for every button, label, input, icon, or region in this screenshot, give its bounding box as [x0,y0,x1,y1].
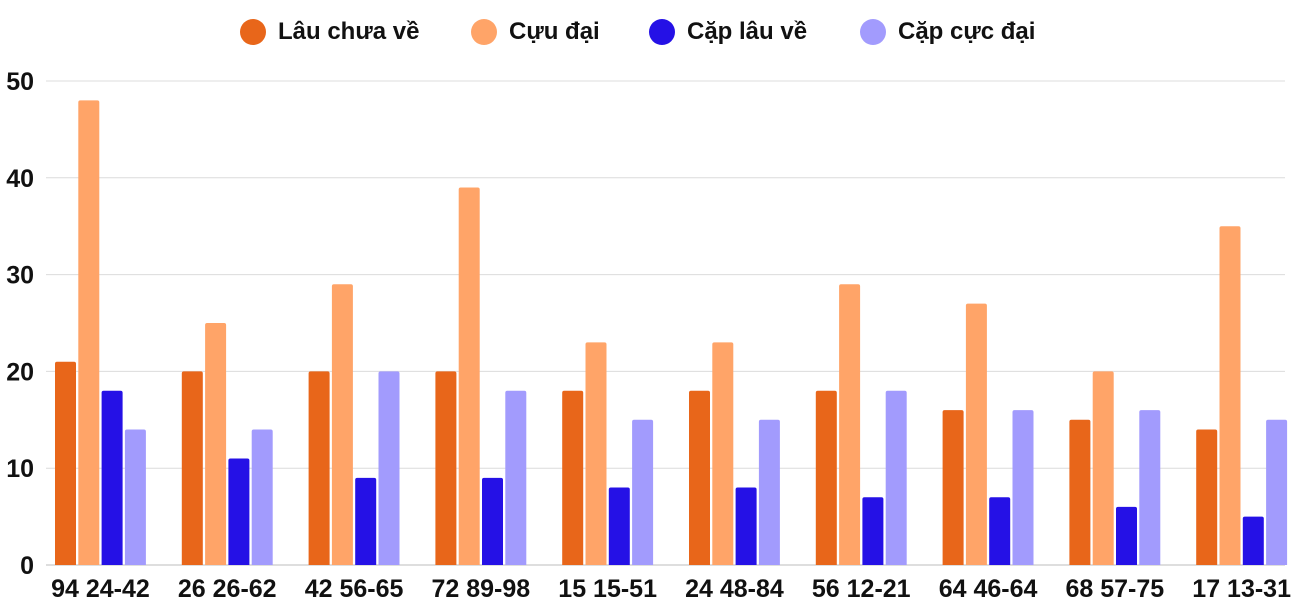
bar-4-3 [632,419,654,565]
legend-swatch-cuu-dai [471,19,497,45]
x-axis: 94 24-42 26 26-62 42 56-65 72 89-98 15 15-51… [51,575,1291,600]
bar-7-2 [989,497,1011,565]
y-tick-label: 10 [6,455,34,483]
legend-item-lau-chua-ve[interactable]: Lâu chưa về [240,12,419,52]
bar-5-2 [735,487,757,565]
x-tick-label: 56 12-21 [812,575,911,600]
legend-label-cap-cuc-dai: Cặp cực đại [898,18,1036,45]
y-tick-label: 40 [6,165,34,193]
bar-1-3 [251,429,273,565]
bar-0-3 [124,429,146,565]
x-tick-label: 94 24-42 [51,575,150,600]
bar-2-0 [308,371,330,565]
bar-8-0 [1069,419,1091,565]
bar-8-3 [1139,410,1161,565]
legend-item-cap-lau-ve[interactable]: Cặp lâu về [649,12,807,52]
legend-label-cuu-dai: Cựu đại [509,18,600,45]
bar-3-2 [482,477,503,565]
bar-9-3 [1266,419,1288,565]
bar-4-0 [562,390,584,565]
bar-0-0 [55,361,76,565]
x-tick-label: 15 15-51 [558,575,657,600]
legend-label-lau-chua-ve: Lâu chưa về [278,18,420,45]
bar-0-2 [101,390,123,565]
x-tick-label: 17 13-31 [1192,575,1291,600]
bar-9-2 [1242,516,1264,565]
bar-1-0 [181,371,203,565]
legend-swatch-lau-chua-ve [240,19,266,45]
bar-3-1 [458,187,480,566]
bar-7-3 [1012,410,1034,565]
y-tick-label: 50 [6,68,34,96]
y-axis: 0 10 20 30 40 50 [6,68,34,580]
bar-6-3 [885,390,907,565]
bar-5-1 [712,342,734,565]
bar-8-1 [1092,371,1114,565]
bar-4-1 [585,342,607,565]
bar-0-1 [78,100,100,566]
bar-7-1 [965,303,987,565]
bar-2-3 [378,371,400,565]
legend-label-cap-lau-ve: Cặp lâu về [687,18,808,45]
y-tick-label: 20 [6,358,34,386]
bar-1-1 [205,323,227,565]
legend-item-cap-cuc-dai[interactable]: Cặp cực đại [860,12,1035,52]
bar-9-1 [1219,226,1241,565]
bar-8-2 [1116,506,1137,565]
bars [55,100,1288,566]
bar-2-1 [331,284,353,565]
chart-legend: Lâu chưa về Cựu đại Cặp lâu về Cặp cực đ… [0,12,1300,52]
x-tick-label: 24 48-84 [685,575,784,600]
bar-5-3 [758,419,780,565]
legend-item-cuu-dai[interactable]: Cựu đại [471,12,600,52]
legend-swatch-cap-lau-ve [649,19,675,45]
bar-7-0 [942,410,964,565]
bar-5-0 [689,390,710,565]
bar-6-1 [839,284,861,565]
y-tick-label: 0 [20,552,34,580]
bar-6-0 [815,390,837,565]
bar-4-2 [608,487,630,565]
bar-6-2 [862,497,884,565]
legend-swatch-cap-cuc-dai [860,19,886,45]
bar-3-3 [505,390,527,565]
x-tick-label: 72 89-98 [431,575,530,600]
x-tick-label: 42 56-65 [305,575,404,600]
bar-1-2 [228,458,250,565]
x-tick-label: 26 26-62 [178,575,277,600]
x-tick-label: 68 57-75 [1065,575,1164,600]
x-tick-label: 64 46-64 [939,575,1038,600]
bar-3-0 [435,371,457,565]
bar-9-0 [1196,429,1218,565]
bar-2-2 [355,477,377,565]
y-tick-label: 30 [6,262,34,290]
